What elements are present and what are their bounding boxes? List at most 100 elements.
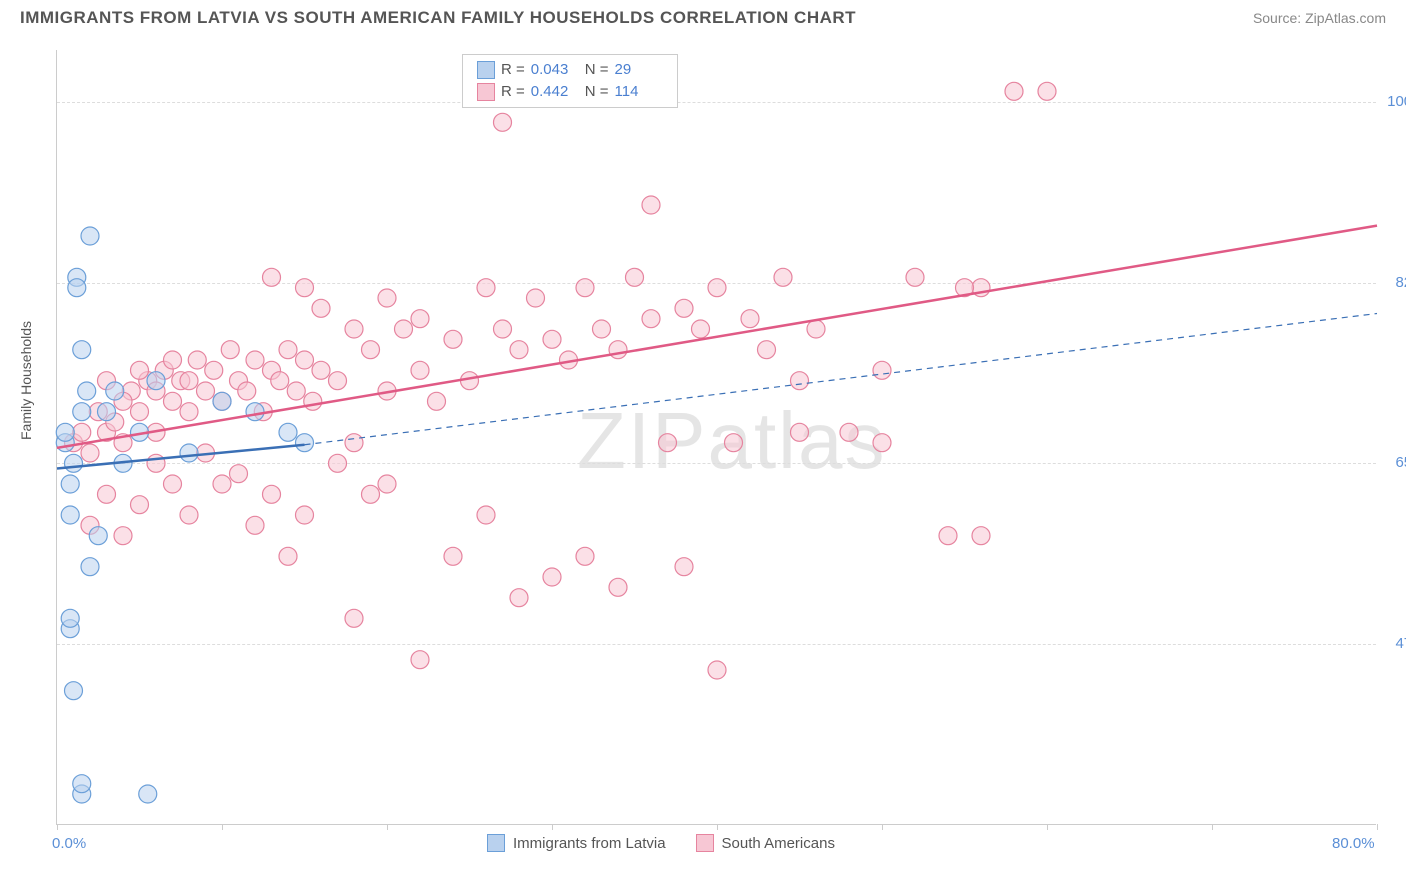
data-point bbox=[164, 392, 182, 410]
data-point bbox=[395, 320, 413, 338]
data-point bbox=[73, 403, 91, 421]
data-point bbox=[626, 268, 644, 286]
data-point bbox=[362, 485, 380, 503]
data-point bbox=[61, 506, 79, 524]
data-point bbox=[81, 227, 99, 245]
data-point bbox=[98, 485, 116, 503]
data-point bbox=[246, 516, 264, 534]
data-point bbox=[1005, 82, 1023, 100]
data-point bbox=[807, 320, 825, 338]
data-point bbox=[205, 361, 223, 379]
data-point bbox=[675, 558, 693, 576]
data-point bbox=[180, 403, 198, 421]
chart-title: IMMIGRANTS FROM LATVIA VS SOUTH AMERICAN… bbox=[20, 8, 856, 28]
data-point bbox=[61, 475, 79, 493]
data-point bbox=[180, 444, 198, 462]
data-point bbox=[510, 589, 528, 607]
data-point bbox=[411, 651, 429, 669]
data-point bbox=[131, 361, 149, 379]
data-point bbox=[873, 434, 891, 452]
legend-item-latvia: Immigrants from Latvia bbox=[487, 834, 666, 852]
legend-label-southamerican: South Americans bbox=[722, 835, 835, 852]
data-point bbox=[906, 268, 924, 286]
data-point bbox=[840, 423, 858, 441]
data-point bbox=[81, 558, 99, 576]
legend-swatch-southamerican-icon bbox=[696, 834, 714, 852]
data-point bbox=[494, 320, 512, 338]
data-point bbox=[758, 341, 776, 359]
chart-header: IMMIGRANTS FROM LATVIA VS SOUTH AMERICAN… bbox=[0, 0, 1406, 32]
data-point bbox=[271, 372, 289, 390]
data-point bbox=[65, 454, 83, 472]
data-point bbox=[296, 506, 314, 524]
data-point bbox=[725, 434, 743, 452]
data-point bbox=[73, 423, 91, 441]
data-point bbox=[642, 196, 660, 214]
x-tick-label: 80.0% bbox=[1332, 835, 1375, 852]
legend-series-box: Immigrants from Latvia South Americans bbox=[487, 834, 835, 852]
data-point bbox=[543, 330, 561, 348]
legend-row-latvia: R = 0.043 N = 29 bbox=[477, 59, 663, 81]
data-point bbox=[312, 299, 330, 317]
data-point bbox=[428, 392, 446, 410]
data-point bbox=[494, 113, 512, 131]
data-point bbox=[477, 506, 495, 524]
data-point bbox=[1038, 82, 1056, 100]
data-point bbox=[56, 423, 74, 441]
data-point bbox=[296, 351, 314, 369]
data-point bbox=[576, 547, 594, 565]
data-point bbox=[180, 506, 198, 524]
data-point bbox=[139, 785, 157, 803]
data-point bbox=[527, 289, 545, 307]
data-point bbox=[263, 268, 281, 286]
data-point bbox=[593, 320, 611, 338]
data-point bbox=[345, 609, 363, 627]
data-point bbox=[378, 289, 396, 307]
data-point bbox=[73, 341, 91, 359]
data-point bbox=[279, 341, 297, 359]
data-point bbox=[230, 465, 248, 483]
data-point bbox=[939, 527, 957, 545]
data-point bbox=[791, 372, 809, 390]
data-point bbox=[89, 527, 107, 545]
data-point bbox=[246, 403, 264, 421]
data-point bbox=[510, 341, 528, 359]
data-point bbox=[411, 361, 429, 379]
data-point bbox=[774, 268, 792, 286]
data-point bbox=[659, 434, 677, 452]
data-point bbox=[873, 361, 891, 379]
data-point bbox=[65, 682, 83, 700]
data-point bbox=[114, 527, 132, 545]
data-point bbox=[287, 382, 305, 400]
chart-source: Source: ZipAtlas.com bbox=[1253, 10, 1386, 26]
data-point bbox=[692, 320, 710, 338]
data-point bbox=[68, 279, 86, 297]
data-point bbox=[147, 454, 165, 472]
data-point bbox=[362, 341, 380, 359]
data-point bbox=[78, 382, 96, 400]
scatter-svg bbox=[57, 50, 1376, 824]
data-point bbox=[444, 330, 462, 348]
legend-correlation-box: R = 0.043 N = 29 R = 0.442 N = 114 bbox=[462, 54, 678, 108]
data-point bbox=[296, 279, 314, 297]
data-point bbox=[329, 372, 347, 390]
y-tick-label: 47.5% bbox=[1383, 635, 1406, 652]
legend-label-latvia: Immigrants from Latvia bbox=[513, 835, 666, 852]
data-point bbox=[164, 475, 182, 493]
legend-swatch-latvia bbox=[477, 61, 495, 79]
data-point bbox=[312, 361, 330, 379]
data-point bbox=[345, 434, 363, 452]
data-point bbox=[164, 351, 182, 369]
y-tick-label: 65.0% bbox=[1383, 454, 1406, 471]
data-point bbox=[791, 423, 809, 441]
data-point bbox=[329, 454, 347, 472]
data-point bbox=[73, 775, 91, 793]
chart-plot-area: ZIPatlas 47.5%65.0%82.5%100.0%0.0%80.0% … bbox=[56, 50, 1376, 825]
data-point bbox=[543, 568, 561, 586]
legend-swatch-southamerican bbox=[477, 83, 495, 101]
legend-row-southamerican: R = 0.442 N = 114 bbox=[477, 81, 663, 103]
y-tick-label: 100.0% bbox=[1383, 93, 1406, 110]
data-point bbox=[708, 661, 726, 679]
data-point bbox=[279, 547, 297, 565]
data-point bbox=[180, 372, 198, 390]
